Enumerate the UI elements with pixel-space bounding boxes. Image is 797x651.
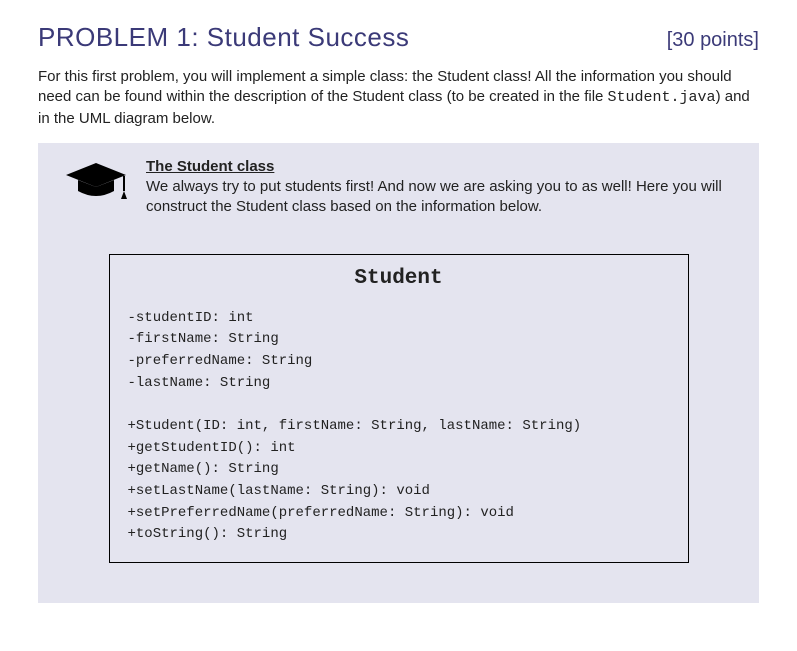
info-head-row: The Student class We always try to put s… (64, 157, 733, 218)
problem-title: PROBLEM 1: Student Success (38, 22, 409, 53)
uml-body: -studentID: int -firstName: String -pref… (110, 296, 688, 563)
uml-class-name: Student (110, 255, 688, 296)
problem-points: [30 points] (667, 29, 759, 52)
graduation-cap-icon (64, 161, 128, 208)
info-box: The Student class We always try to put s… (38, 143, 759, 603)
info-box-body: We always try to put students first! And… (146, 178, 722, 215)
problem-header: PROBLEM 1: Student Success [30 points] (38, 22, 759, 53)
intro-code-filename: Student.java (608, 89, 716, 106)
info-text-block: The Student class We always try to put s… (146, 157, 733, 218)
page-container: PROBLEM 1: Student Success [30 points] F… (0, 0, 797, 603)
uml-diagram: Student -studentID: int -firstName: Stri… (109, 254, 689, 564)
intro-paragraph: For this first problem, you will impleme… (38, 67, 759, 129)
info-box-title: The Student class (146, 158, 274, 175)
